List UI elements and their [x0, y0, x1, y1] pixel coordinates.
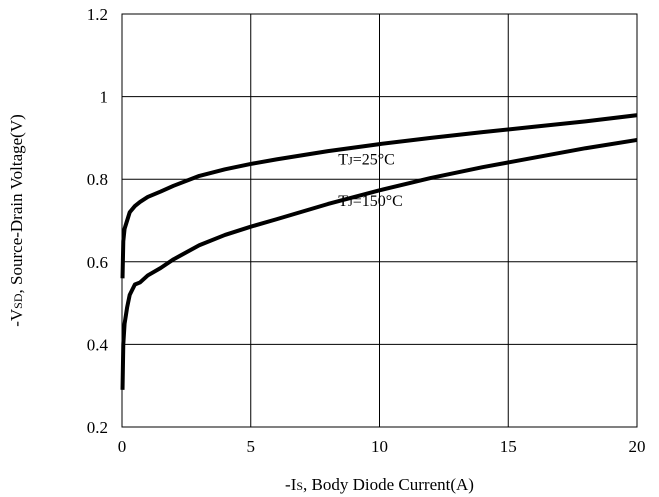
- annotations: TJ=25°C TJ=150°C: [338, 152, 403, 210]
- series-line-tj-150c: [120, 137, 638, 390]
- grid-lines: [121, 13, 638, 428]
- series-annotation-tj-150c: TJ=150°C: [338, 193, 403, 210]
- x-tick-label: 0: [118, 437, 127, 456]
- x-tick-label: 15: [500, 437, 517, 456]
- x-tick-labels: 0 5 10 15 20: [118, 437, 646, 456]
- y-tick-label: 1: [100, 88, 109, 107]
- x-tick-label: 5: [247, 437, 256, 456]
- y-tick-label: 1.2: [87, 5, 108, 24]
- series-annotation-tj-25c: TJ=25°C: [338, 152, 395, 169]
- y-tick-label: 0.2: [87, 418, 108, 437]
- x-tick-label: 20: [629, 437, 646, 456]
- y-tick-label: 0.8: [87, 170, 108, 189]
- y-tick-label: 0.4: [87, 335, 109, 354]
- x-axis-title: -IS, Body Diode Current(A): [285, 475, 474, 494]
- x-tick-label: 10: [371, 437, 388, 456]
- series-group: [120, 113, 638, 390]
- y-axis-title: -VSD, Source-Drain Voltage(V): [7, 114, 26, 327]
- series-line-tj-25c: [120, 113, 638, 279]
- plot-frame: [121, 13, 638, 428]
- y-tick-labels: 0.2 0.4 0.6 0.8 1 1.2: [87, 5, 109, 437]
- y-tick-label: 0.6: [87, 253, 108, 272]
